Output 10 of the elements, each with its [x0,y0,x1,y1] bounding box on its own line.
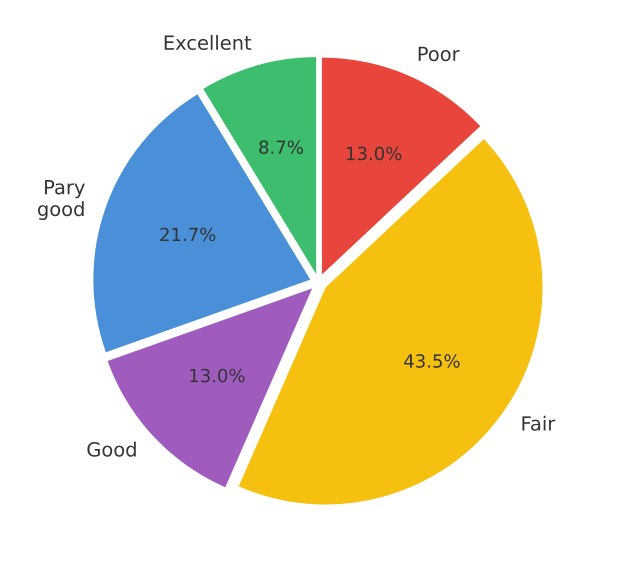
slice-label: Excellent [164,34,252,50]
slice-label: Fair [522,416,556,431]
data-label: 21.7% [160,228,216,242]
slice-label: Good [87,442,136,457]
data-label: 13.0% [347,146,402,160]
data-label: 8.7% [259,140,303,154]
slice-label: Poor [418,46,460,62]
slice-label: Pary good [38,180,85,220]
data-label: 43.5% [404,354,460,368]
data-label: 13.0% [190,368,245,382]
